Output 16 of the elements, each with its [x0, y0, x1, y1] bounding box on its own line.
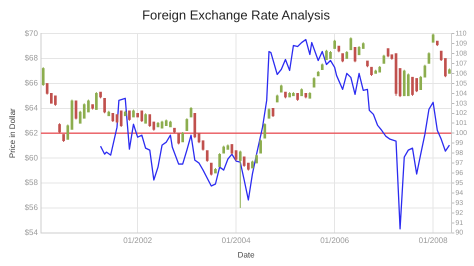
x-axis-title: Date — [238, 250, 256, 260]
y-tick-label: $66 — [24, 78, 38, 88]
x-tick-label: 01/2006 — [320, 236, 350, 245]
x-tick-label: 01/2004 — [222, 236, 252, 245]
y-tick-label: $60 — [24, 153, 38, 162]
y-tick-label: $62 — [24, 128, 38, 138]
x-tick-label: 01/2008 — [418, 236, 448, 245]
y-tick-label: $70 — [24, 28, 38, 38]
x-tick-label: 01/2002 — [123, 236, 153, 245]
y-tick-label: $56 — [24, 203, 38, 212]
chart-title: Foreign Exchange Rate Analysis — [142, 7, 330, 22]
y-tick-label: $68 — [24, 54, 38, 63]
y-axis-title: Price in Dollar — [8, 108, 18, 158]
y-tick-label: $64 — [24, 104, 38, 113]
y-tick-label: $58 — [24, 178, 38, 188]
y-tick-label: $54 — [24, 228, 38, 238]
